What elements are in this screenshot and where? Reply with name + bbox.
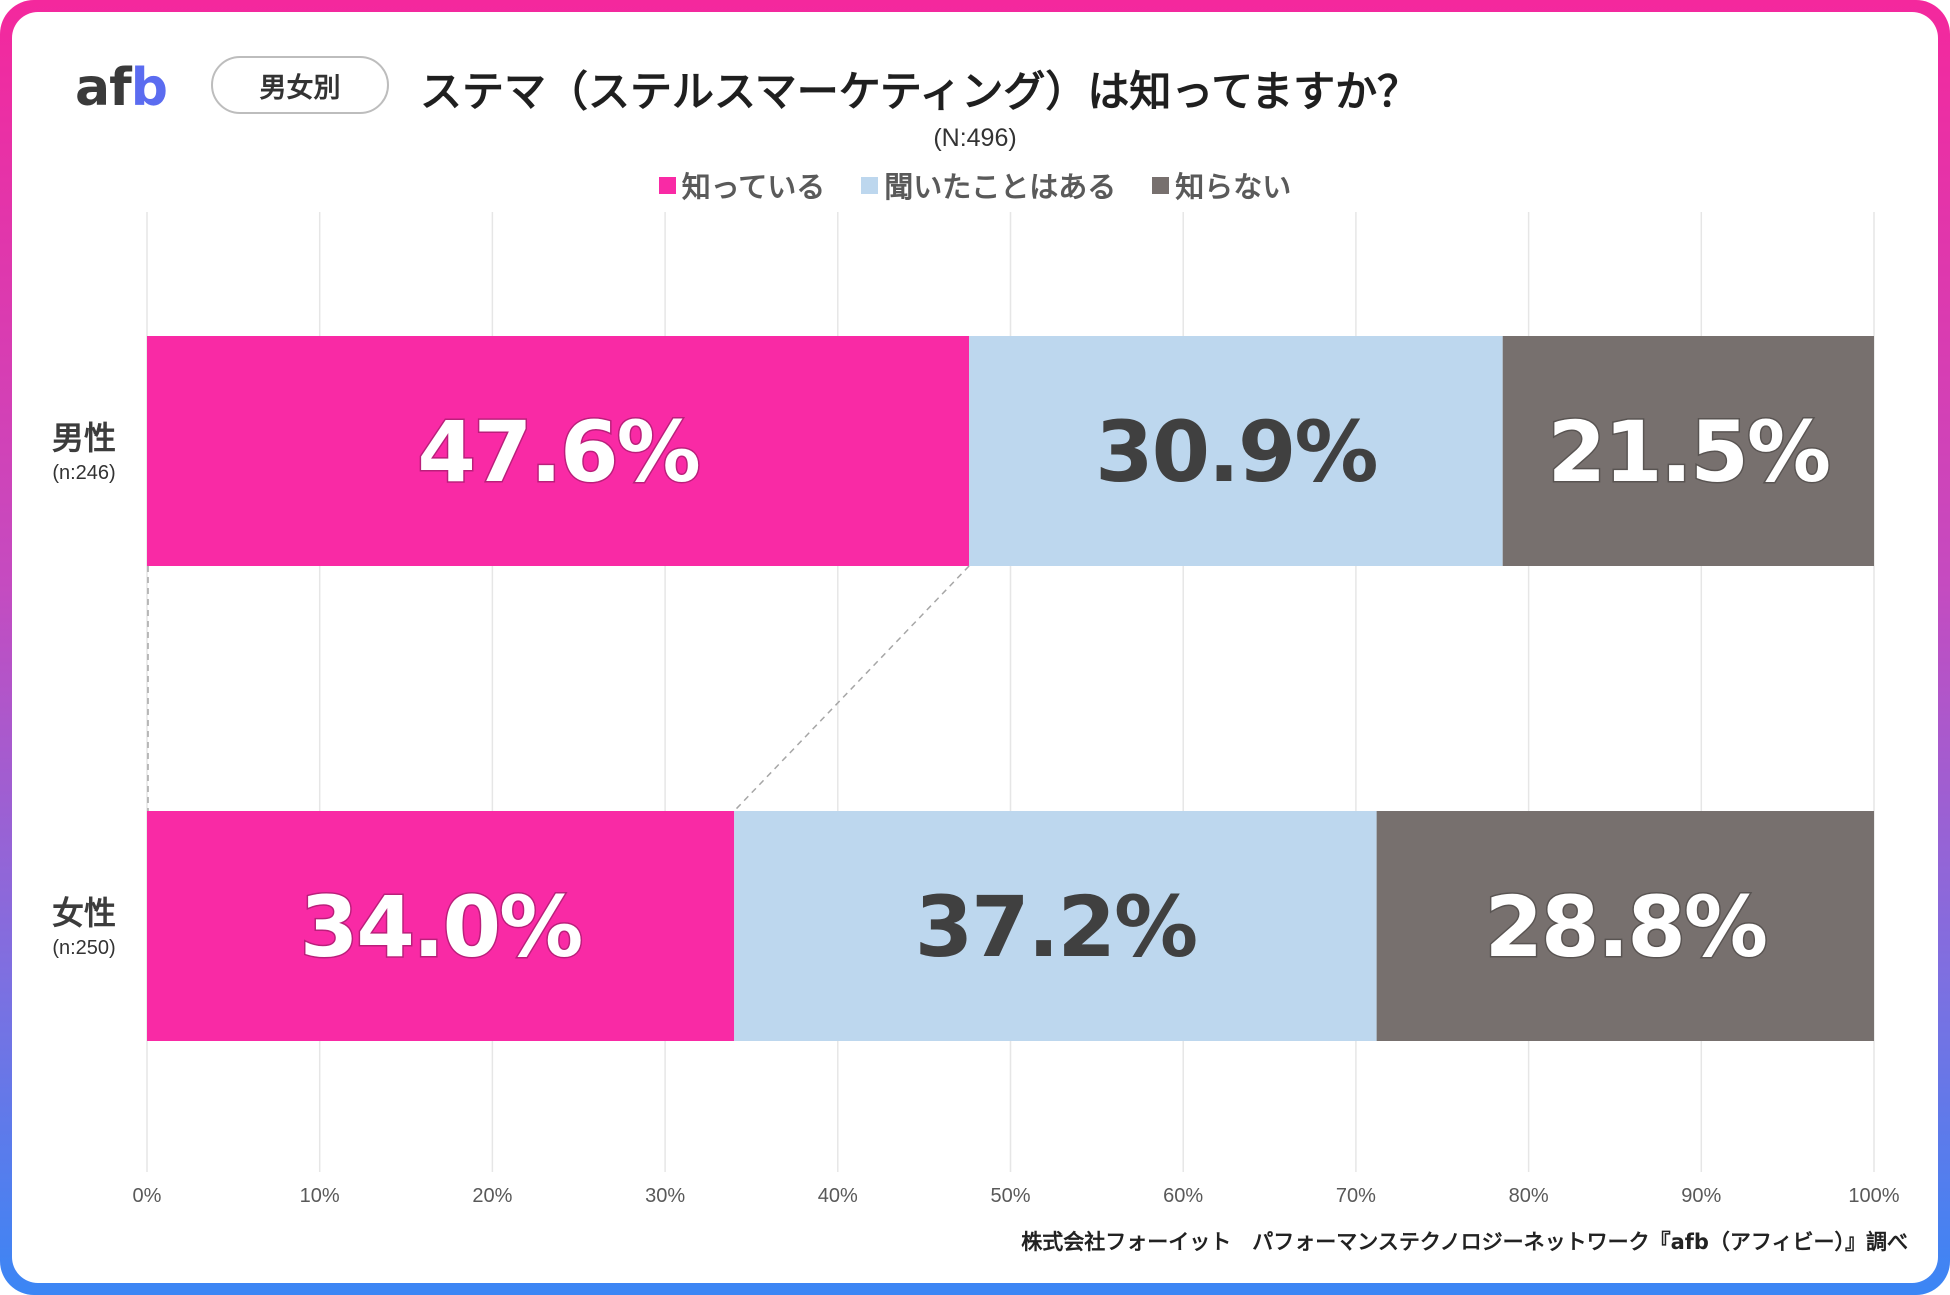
category-n-label: (n:250) <box>52 937 115 959</box>
x-tick-label: 60% <box>1163 1185 1203 1207</box>
bar-segment <box>1376 811 1874 1041</box>
x-tick-label: 70% <box>1336 1185 1376 1207</box>
data-label: 28.8% <box>1485 878 1766 976</box>
total-sample-size: (N:496) <box>933 124 1017 152</box>
bar-segment <box>147 811 735 1041</box>
x-tick-label: 80% <box>1509 1185 1549 1207</box>
legend-swatch-heard <box>861 176 879 194</box>
segment-tag: 男女別 <box>211 56 389 114</box>
category-label: 女性 <box>52 894 116 932</box>
legend-label-heard: 聞いたことはある <box>884 170 1117 204</box>
x-tick-label: 50% <box>990 1185 1030 1207</box>
afb-logo: afb <box>75 58 168 118</box>
bar-segment <box>969 336 1503 566</box>
data-label: 30.9% <box>1095 403 1376 501</box>
source-footer: 株式会社フォーイット パフォーマンステクノロジーネットワーク『afb（アフィビー… <box>1021 1230 1908 1254</box>
data-label: 21.5% <box>1548 403 1829 501</box>
x-tick-label: 0% <box>133 1185 162 1207</box>
bar-segment <box>1502 336 1874 566</box>
category-n-label: (n:246) <box>52 462 115 484</box>
connector-line <box>733 565 970 812</box>
x-tick-label: 20% <box>472 1185 512 1207</box>
bar-segment <box>147 336 970 566</box>
card-panel <box>12 12 1938 1283</box>
legend-item-known: 知っている <box>658 164 826 206</box>
legend-label-known: 知っている <box>681 170 826 204</box>
legend-item-unknown: 知らない <box>1152 164 1291 206</box>
category-label: 男性 <box>52 419 116 457</box>
x-tick-label: 10% <box>300 1185 340 1207</box>
data-label: 47.6% <box>417 403 698 501</box>
legend: 知っている 聞いたことはある 知らない <box>0 164 1950 206</box>
x-tick-label: 30% <box>645 1185 685 1207</box>
x-tick-label: 40% <box>818 1185 858 1207</box>
legend-item-heard: 聞いたことはある <box>861 164 1116 206</box>
x-tick-label: 90% <box>1681 1185 1721 1207</box>
legend-label-unknown: 知らない <box>1175 170 1292 204</box>
bar-segment <box>734 811 1377 1041</box>
data-label: 37.2% <box>915 878 1196 976</box>
x-tick-label: 100% <box>1848 1185 1899 1207</box>
legend-swatch-known <box>658 176 676 194</box>
data-label: 34.0% <box>300 878 581 976</box>
legend-swatch-unknown <box>1152 176 1170 194</box>
chart-title: ステマ（ステルスマーケティング）は知ってますか？ <box>420 67 1420 116</box>
